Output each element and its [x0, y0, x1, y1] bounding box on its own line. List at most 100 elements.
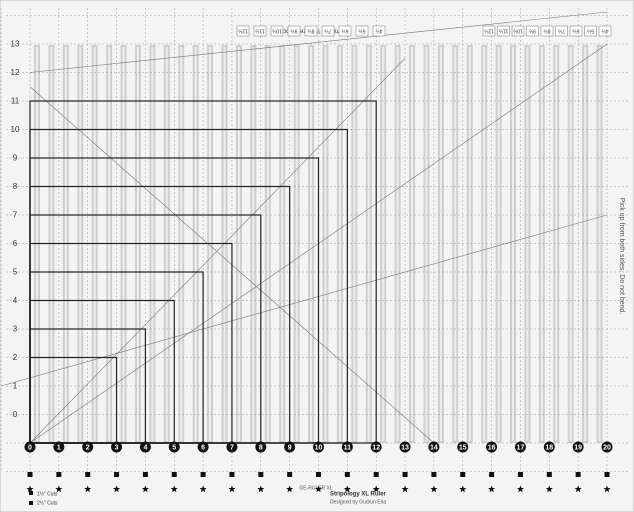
cut-square — [604, 472, 610, 477]
bottom-number: 14 — [430, 444, 438, 451]
slot-cut — [555, 47, 558, 441]
left-number: 13 — [11, 40, 20, 49]
number-badge — [168, 441, 180, 453]
top-label: 10½ — [512, 28, 523, 35]
product-name: Stripology XL Ruler — [330, 492, 387, 498]
top-label: 10½ — [271, 28, 282, 35]
slot-cut — [324, 47, 327, 441]
bottom-number: 20 — [603, 444, 611, 451]
diagonal — [29, 11, 608, 73]
cut-square — [171, 472, 177, 477]
cut-star — [170, 485, 178, 493]
number-badge — [139, 441, 151, 453]
top-label: 5½ — [358, 28, 366, 35]
slot-cut — [425, 47, 428, 441]
number-badge — [457, 441, 469, 453]
top-label: 4½ — [375, 28, 383, 35]
top-label: 7½ — [557, 28, 565, 35]
top-label-box — [584, 25, 597, 37]
legend-square — [29, 501, 33, 505]
legend-label: 2½" Cuts — [37, 499, 58, 506]
slot-cut — [252, 47, 255, 441]
top-label-box — [555, 25, 568, 37]
top-label-box — [236, 25, 250, 37]
cut-star — [84, 485, 92, 493]
top-label: 4½ — [601, 28, 609, 35]
top-label-box — [270, 25, 284, 37]
cut-star — [430, 485, 438, 493]
bottom-number: 10 — [315, 444, 323, 451]
slot-cut — [411, 47, 414, 441]
top-label: 12½ — [483, 28, 494, 35]
left-number: 2 — [13, 353, 18, 362]
bottom-number: 17 — [517, 444, 525, 451]
slot-cut — [584, 47, 587, 441]
number-badge — [399, 441, 411, 453]
cut-square — [546, 472, 552, 477]
left-number: 7 — [13, 211, 18, 220]
top-label: 12½ — [237, 28, 248, 35]
slot-cut — [439, 47, 442, 441]
cut-square — [56, 472, 62, 477]
bottom-number: 3 — [115, 444, 119, 451]
top-label-box — [511, 25, 525, 37]
slot-cut — [483, 47, 486, 441]
left-number: 5 — [13, 268, 18, 277]
number-badge — [543, 441, 555, 453]
cut-square — [287, 472, 293, 477]
cut-square — [114, 472, 120, 477]
left-number: 11 — [11, 97, 20, 106]
cut-star — [343, 485, 351, 493]
cut-star — [574, 485, 582, 493]
bottom-number: 19 — [574, 444, 582, 451]
slot-cut — [396, 47, 399, 441]
number-badge — [370, 441, 382, 453]
number-badge — [572, 441, 584, 453]
side-note: Pick up from both sides. Do not bend. — [618, 198, 625, 315]
cut-square — [402, 472, 408, 477]
cut-star — [113, 485, 121, 493]
bottom-number: 15 — [459, 444, 467, 451]
left-number: 3 — [13, 325, 18, 334]
top-label: 6½ — [572, 28, 580, 35]
number-badge — [53, 441, 65, 453]
bottom-number: 13 — [401, 444, 409, 451]
cut-square — [85, 472, 91, 477]
top-label-box — [482, 25, 496, 37]
top-label: 9½ — [528, 28, 536, 35]
number-badge — [341, 441, 353, 453]
slot-cut — [526, 47, 529, 441]
number-badge — [197, 441, 209, 453]
bottom-number: 11 — [344, 444, 352, 451]
cut-star — [372, 485, 380, 493]
legend-star — [29, 491, 33, 495]
left-number: 0 — [13, 410, 18, 419]
top-label: 7½ — [324, 28, 332, 35]
cut-star — [603, 485, 611, 493]
designer: Designed by Gudrun Erla — [330, 499, 386, 505]
top-label-box — [321, 25, 335, 37]
slot-cut — [353, 47, 356, 441]
cut-star — [199, 485, 207, 493]
cut-square — [460, 472, 466, 477]
bottom-number: 12 — [372, 444, 380, 451]
top-label-box — [253, 25, 267, 37]
cut-star — [141, 485, 149, 493]
slot-cut — [295, 47, 298, 441]
top-label-box — [372, 25, 386, 37]
cut-square — [575, 472, 581, 477]
decor — [0, 8, 628, 472]
slot-cut — [266, 47, 269, 441]
cut-star — [257, 485, 265, 493]
bottom-number: 16 — [488, 444, 496, 451]
bottom-number: 4 — [143, 444, 147, 451]
top-label: 8½ — [543, 28, 551, 35]
number-badge — [255, 441, 267, 453]
top-label-box — [569, 25, 583, 37]
left-number: 4 — [13, 296, 18, 305]
cut-star — [516, 485, 524, 493]
legend-label: 1½" Cuts — [37, 490, 58, 497]
slot-cut — [367, 47, 370, 441]
cut-star — [488, 485, 496, 493]
